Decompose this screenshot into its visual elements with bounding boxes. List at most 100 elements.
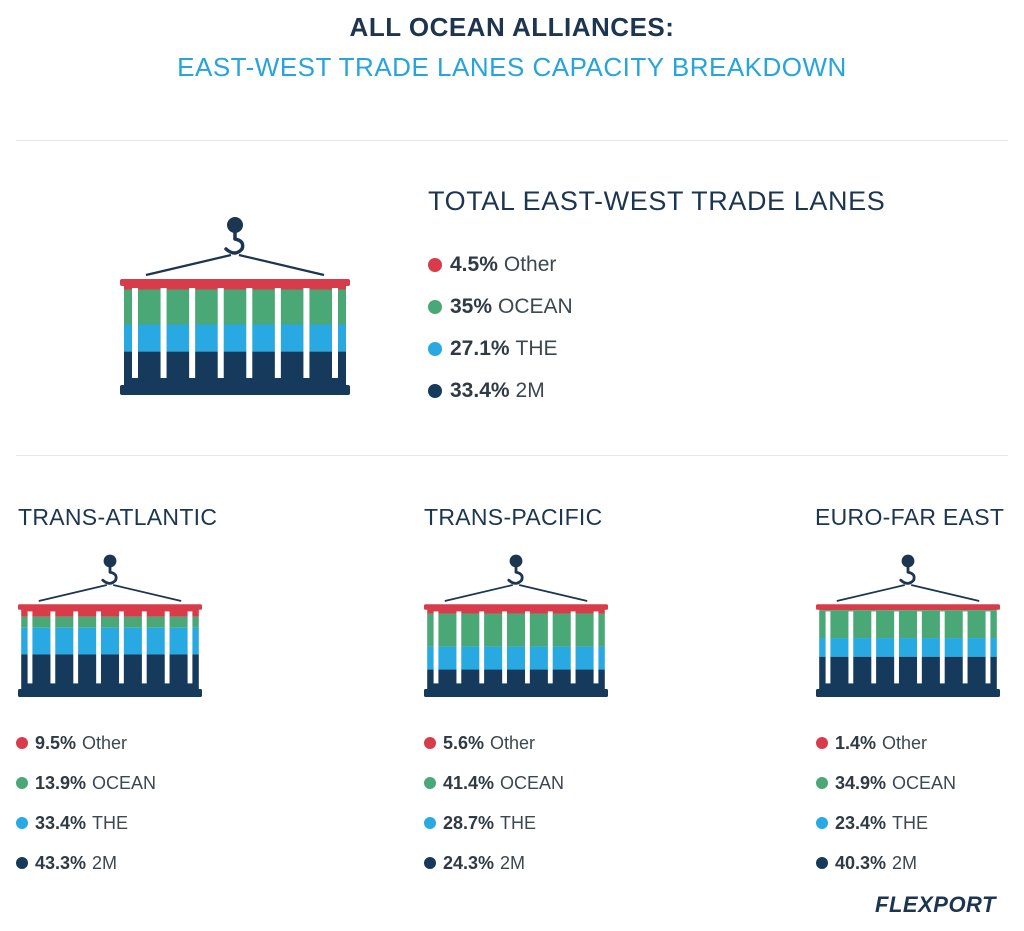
container-slat xyxy=(189,288,196,378)
container-slat xyxy=(217,288,224,378)
hook-ring-icon xyxy=(103,554,117,568)
band-ocean xyxy=(819,610,997,639)
hook-icon xyxy=(899,570,916,585)
legend-label: THE xyxy=(500,812,537,833)
legend-dot-ocean xyxy=(816,777,828,789)
title-line-1: ALL OCEAN ALLIANCES: xyxy=(349,12,675,42)
legend-value: 13.9% xyxy=(35,772,87,793)
container-base xyxy=(120,385,350,395)
legend-value: 4.5% xyxy=(450,253,498,276)
legend-item-the: 33.4% THE xyxy=(16,803,156,843)
legend-value: 33.4% xyxy=(450,379,510,402)
legend-label: THE xyxy=(92,812,129,833)
container-slat xyxy=(141,611,147,684)
band-other xyxy=(21,609,199,617)
cable-left xyxy=(444,584,514,602)
euro-far-east-container-chart xyxy=(816,554,1000,697)
legend-value: 5.6% xyxy=(443,732,485,753)
title-line-2: EAST-WEST TRADE LANES CAPACITY BREAKDOWN xyxy=(177,52,847,82)
hook-icon xyxy=(507,570,524,585)
legend-item-the: 28.7% THE xyxy=(424,803,564,843)
hook-icon xyxy=(101,570,118,585)
container-slat xyxy=(848,611,854,684)
legend-label: THE xyxy=(892,812,929,833)
legend-label: Other xyxy=(490,732,536,753)
legend-dot-2m xyxy=(16,857,28,869)
container-slat xyxy=(479,611,485,684)
hook-icon xyxy=(224,237,245,255)
euro-far-east-heading: EURO-FAR EAST xyxy=(815,504,1005,530)
legend-value: 1.4% xyxy=(835,732,877,753)
legend-dot-2m xyxy=(424,857,436,869)
legend-label: OCEAN xyxy=(498,295,573,318)
legend-dot-2m xyxy=(428,384,442,398)
legend-label: 2M xyxy=(892,852,918,873)
container-slat xyxy=(985,611,991,684)
container-slat xyxy=(894,611,899,684)
cable-right xyxy=(112,584,182,602)
band-the xyxy=(124,324,346,352)
container-top-rail xyxy=(18,604,202,610)
container-slat xyxy=(246,288,253,378)
legend-item-other: 4.5% Other xyxy=(428,244,573,286)
total-container-chart xyxy=(120,217,350,395)
legend-item-the: 27.1% THE xyxy=(428,328,573,370)
container-slat xyxy=(456,611,462,684)
container-slat xyxy=(132,288,138,378)
legend-item-other: 9.5% Other xyxy=(16,723,156,763)
legend-value: 41.4% xyxy=(443,772,495,793)
band-ocean xyxy=(427,613,605,647)
legend-label: 2M xyxy=(500,852,526,873)
container-slat xyxy=(502,611,507,684)
container-top-rail xyxy=(120,279,350,286)
legend-label: 2M xyxy=(515,379,545,402)
legend-label: Other xyxy=(82,732,128,753)
container-base xyxy=(18,689,202,697)
container-top-rail xyxy=(816,604,1000,610)
container-slat xyxy=(433,611,439,684)
legend-label: OCEAN xyxy=(892,772,957,793)
container-slat xyxy=(871,611,877,684)
container-slat xyxy=(939,611,945,684)
band-2m xyxy=(124,351,346,385)
flexport-logo: FLEXPORT xyxy=(875,892,996,917)
legend-label: THE xyxy=(515,337,558,360)
legend-dot-the xyxy=(424,817,436,829)
legend-label: Other xyxy=(882,732,928,753)
legend-item-2m: 24.3% 2M xyxy=(424,843,564,883)
container-top-rail xyxy=(424,604,608,610)
container-slat xyxy=(119,611,124,684)
legend-dot-the xyxy=(816,817,828,829)
legend-item-other: 5.6% Other xyxy=(424,723,564,763)
container-slat xyxy=(27,611,33,684)
legend-label: OCEAN xyxy=(92,772,157,793)
band-ocean xyxy=(21,616,199,628)
container-slat xyxy=(96,611,101,684)
container-slat xyxy=(332,288,338,378)
legend-dot-other xyxy=(424,737,436,749)
band-ocean xyxy=(124,289,346,325)
legend-label: 2M xyxy=(92,852,118,873)
trans-atlantic-legend: 9.5% Other 13.9% OCEAN 33.4% THE 43.3% 2M xyxy=(16,723,156,883)
legend-value: 35% xyxy=(450,295,493,318)
legend-item-2m: 43.3% 2M xyxy=(16,843,156,883)
trans-pacific-container-chart xyxy=(424,554,608,697)
band-2m xyxy=(21,654,199,690)
legend-item-ocean: 13.9% OCEAN xyxy=(16,763,156,803)
container-slat xyxy=(547,611,553,684)
band-2m xyxy=(427,669,605,689)
legend-dot-ocean xyxy=(428,300,442,314)
legend-value: 28.7% xyxy=(443,812,495,833)
legend-value: 34.9% xyxy=(835,772,887,793)
legend-item-2m: 40.3% 2M xyxy=(816,843,956,883)
hook-ring-icon xyxy=(901,554,915,568)
cable-right xyxy=(518,584,588,602)
container-slat xyxy=(164,611,170,684)
container-slat xyxy=(825,611,831,684)
total-legend: 4.5% Other 35% OCEAN 27.1% THE 33.4% 2M xyxy=(428,244,573,412)
band-other xyxy=(427,609,605,614)
trans-pacific-legend: 5.6% Other 41.4% OCEAN 28.7% THE 24.3% 2M xyxy=(424,723,564,883)
container-slat xyxy=(73,611,79,684)
legend-dot-2m xyxy=(816,857,828,869)
container-slat xyxy=(160,288,167,378)
